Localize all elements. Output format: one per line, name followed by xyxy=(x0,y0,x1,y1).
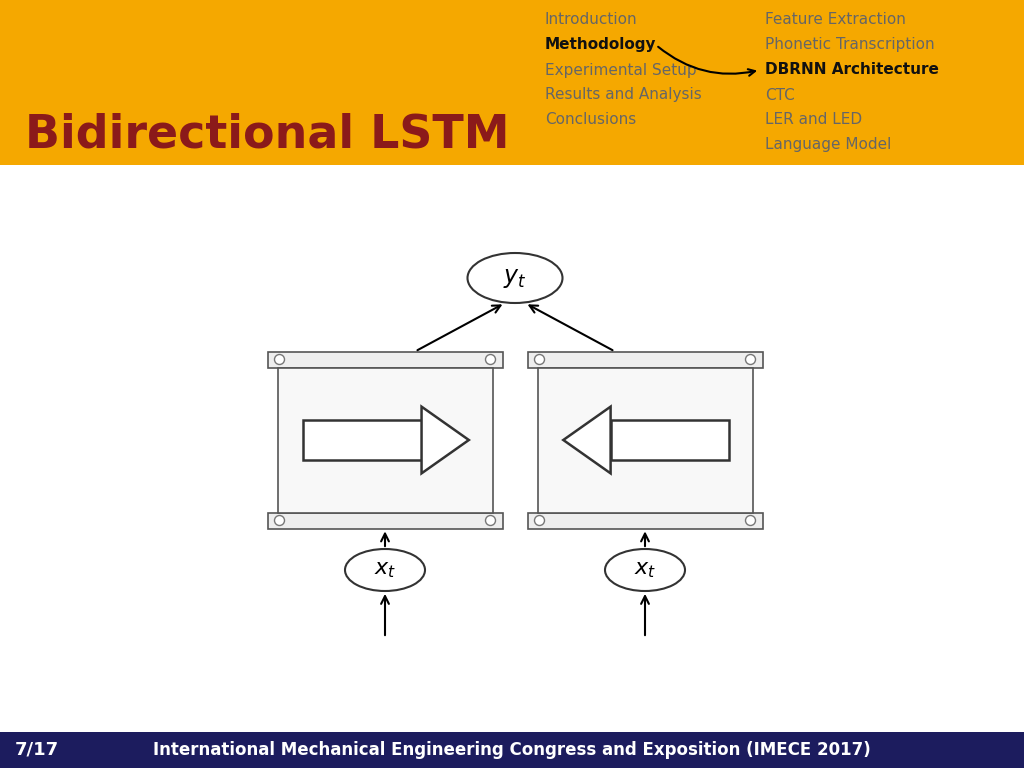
Circle shape xyxy=(535,515,545,525)
Ellipse shape xyxy=(345,549,425,591)
Text: Methodology: Methodology xyxy=(545,38,656,52)
Circle shape xyxy=(274,355,285,365)
Bar xyxy=(267,352,503,368)
Circle shape xyxy=(535,355,545,365)
Bar xyxy=(267,512,503,528)
Text: $x_t$: $x_t$ xyxy=(374,560,396,580)
Bar xyxy=(527,512,763,528)
Text: $x_t$: $x_t$ xyxy=(634,560,656,580)
Text: Introduction: Introduction xyxy=(545,12,638,28)
FancyArrowPatch shape xyxy=(658,47,755,76)
Text: Conclusions: Conclusions xyxy=(545,112,636,127)
Circle shape xyxy=(745,355,756,365)
Ellipse shape xyxy=(468,253,562,303)
Text: Results and Analysis: Results and Analysis xyxy=(545,88,701,102)
Bar xyxy=(610,419,729,460)
Bar xyxy=(303,419,422,460)
Bar xyxy=(278,368,493,512)
Text: Feature Extraction: Feature Extraction xyxy=(765,12,906,28)
Text: Phonetic Transcription: Phonetic Transcription xyxy=(765,38,935,52)
Bar xyxy=(0,0,1024,165)
Circle shape xyxy=(745,515,756,525)
Text: LER and LED: LER and LED xyxy=(765,112,862,127)
Text: CTC: CTC xyxy=(765,88,795,102)
Ellipse shape xyxy=(605,549,685,591)
Bar xyxy=(0,732,1024,768)
Text: DBRNN Architecture: DBRNN Architecture xyxy=(765,62,939,78)
Bar xyxy=(527,352,763,368)
Text: $y_t$: $y_t$ xyxy=(503,266,526,290)
Bar xyxy=(538,368,753,512)
Text: 7/17: 7/17 xyxy=(15,741,59,759)
Polygon shape xyxy=(422,406,469,473)
Polygon shape xyxy=(563,406,610,473)
Circle shape xyxy=(485,355,496,365)
Circle shape xyxy=(485,515,496,525)
Text: International Mechanical Engineering Congress and Exposition (IMECE 2017): International Mechanical Engineering Con… xyxy=(154,741,870,759)
Circle shape xyxy=(274,515,285,525)
Text: Language Model: Language Model xyxy=(765,137,891,153)
Text: Bidirectional LSTM: Bidirectional LSTM xyxy=(25,112,510,157)
Text: Experimental Setup: Experimental Setup xyxy=(545,62,696,78)
